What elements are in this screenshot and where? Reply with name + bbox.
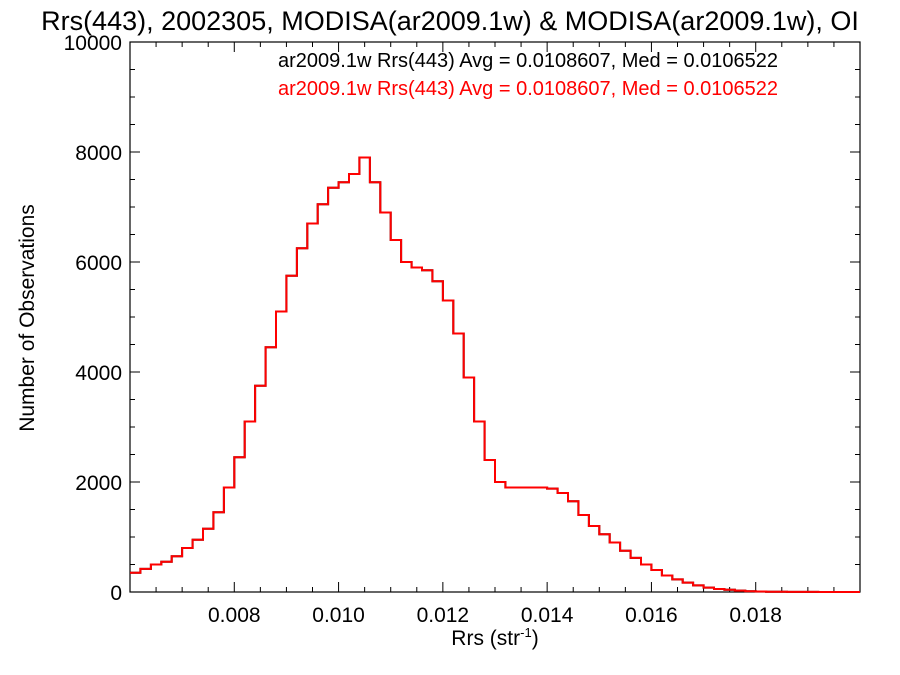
- y-tick-label: 2000: [75, 472, 122, 495]
- chart-title: Rrs(443), 2002305, MODISA(ar2009.1w) & M…: [41, 6, 859, 36]
- x-tick-label: 0.012: [417, 604, 470, 627]
- y-tick-label: 0: [110, 582, 122, 605]
- axis-ticks: 0.008 0.010 0.012 0.014 0.016 0.018 0 2000 4000 6…: [64, 32, 860, 627]
- legend-entry-black: ar2009.1w Rrs(443) Avg = 0.0108607, Med …: [278, 50, 778, 72]
- x-axis-label-exponent: -1: [520, 625, 532, 640]
- x-axis-label-text: Rrs (str: [451, 627, 521, 650]
- x-axis-label: Rrs (str-1): [451, 625, 538, 651]
- y-tick-label: 10000: [64, 32, 122, 55]
- series-group: [130, 156, 860, 593]
- series-line-red: [130, 156, 860, 593]
- x-tick-label: 0.008: [208, 604, 261, 627]
- legend-entry-red: ar2009.1w Rrs(443) Avg = 0.0108607, Med …: [278, 78, 778, 100]
- y-tick-label: 4000: [75, 362, 122, 385]
- x-axis-label-close: ): [531, 627, 539, 650]
- x-tick-label: 0.014: [521, 604, 574, 627]
- x-tick-label: 0.010: [312, 604, 365, 627]
- y-tick-label: 8000: [75, 142, 122, 165]
- x-tick-label: 0.018: [729, 604, 782, 627]
- plot-frame: [129, 41, 861, 593]
- y-tick-label: 6000: [75, 252, 122, 275]
- x-tick-label: 0.016: [625, 604, 678, 627]
- series-line-black: [130, 156, 860, 593]
